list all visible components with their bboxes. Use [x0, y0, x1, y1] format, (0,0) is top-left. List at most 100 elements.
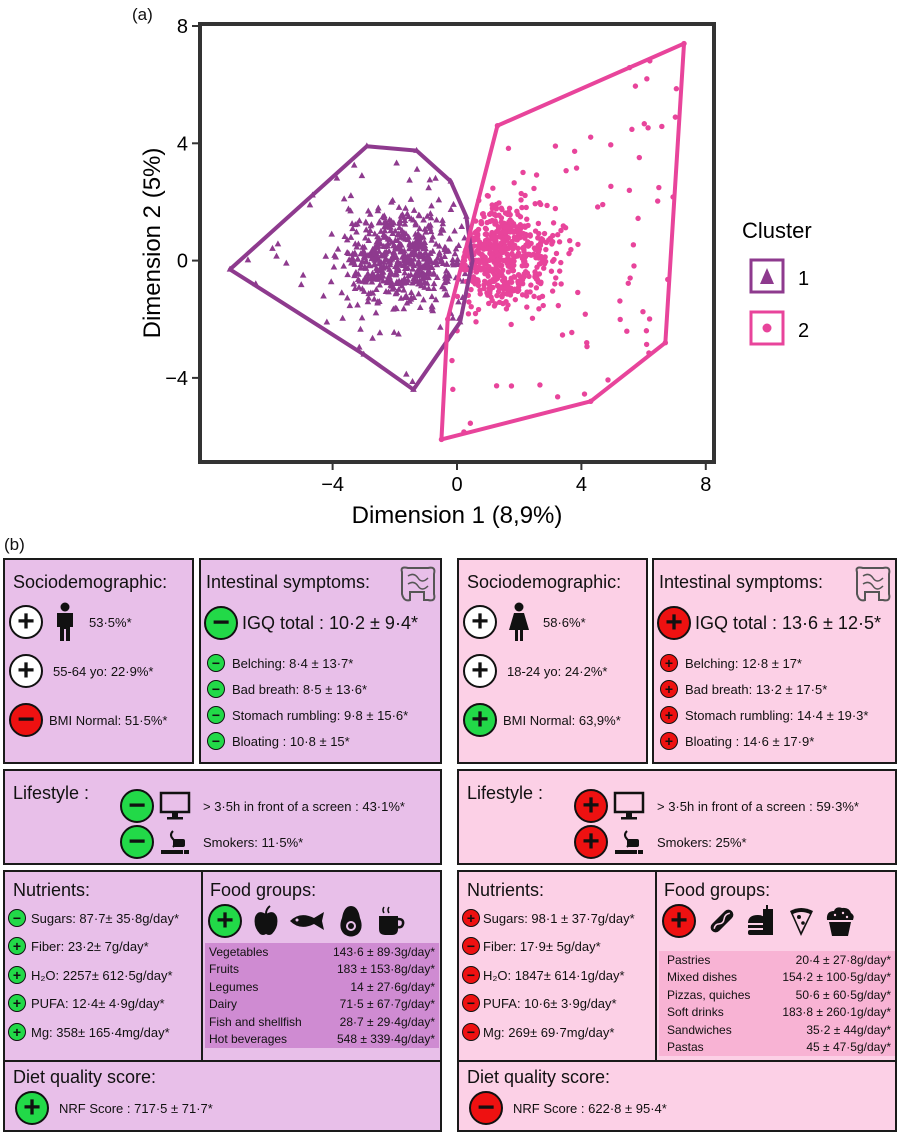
cluster-2-point: [508, 275, 514, 282]
c1-symptom-sign: −: [207, 680, 225, 698]
cluster-2-point: [558, 281, 564, 287]
cluster-2-point: [467, 420, 474, 426]
cluster-2-point: [625, 280, 631, 286]
cluster-2-point: [532, 200, 538, 207]
cluster-1-point: [362, 234, 369, 241]
cluster-1-point: [351, 284, 359, 291]
cluster-2-point: [512, 296, 519, 303]
cluster-2-point: [569, 329, 575, 336]
c1-nutrient-sign: +: [8, 994, 26, 1012]
c2-socio-sex-row: + 58·6%*: [463, 602, 586, 642]
c1-nutrient-text: Fiber: 23·2± 7g/day*: [31, 938, 149, 954]
cluster-2-point: [594, 204, 601, 210]
cluster-2-point: [478, 218, 484, 225]
x-axis-label: Dimension 1 (8,9%): [352, 502, 563, 529]
cluster-1-point: [415, 237, 423, 244]
cluster-1-point: [357, 264, 364, 271]
cluster-1-point: [382, 256, 390, 263]
cluster-1-point: [365, 294, 372, 301]
c1-diet-title: Diet quality score:: [13, 1067, 157, 1087]
cluster-1-point: [373, 286, 380, 293]
food-name: Fruits: [209, 962, 239, 977]
cluster-2-point: [487, 247, 493, 254]
cluster-1-point: [453, 260, 461, 267]
cluster-2-point: [468, 286, 474, 293]
table-row: Soft drinks 183·8 ± 260·1g/day*: [659, 1004, 895, 1022]
cluster-1-point: [404, 212, 412, 219]
cluster-1-point: [445, 247, 452, 254]
cluster-1-point: [408, 294, 415, 301]
cluster-1-point: [374, 299, 381, 306]
cluster-1-point: [451, 227, 458, 234]
table-row: Hot beverages 548 ± 339·4g/day*: [205, 1031, 439, 1049]
c2-intestinal-box: Intestinal symptoms: + IGQ total : 13·6 …: [652, 558, 897, 764]
c1-screen-row: − > 3·5h in front of a screen : 43·1%*: [120, 789, 405, 823]
cluster-1-point: [328, 230, 336, 237]
cluster-1-point: [338, 289, 346, 296]
food-value: 183·8 ± 260·1g/day*: [782, 1005, 891, 1020]
cluster-1-point: [322, 252, 330, 259]
y-tick-label: 0: [177, 251, 188, 273]
cluster-1-point: [357, 261, 365, 268]
cluster-1-point: [384, 242, 391, 249]
c2-symptom-sign: +: [660, 732, 678, 750]
cluster-1-point: [366, 227, 374, 234]
cluster-1-point: [348, 220, 356, 227]
cluster-2-point: [525, 222, 531, 229]
cluster-2-point: [477, 260, 483, 266]
cluster-1-point: [401, 275, 408, 282]
c1-nutrient-text: Mg: 358± 165·4mg/day*: [31, 1024, 170, 1040]
c1-symptom-row: − Bad breath: 8·5 ± 13·6*: [207, 680, 367, 698]
cluster-1-point: [365, 230, 373, 237]
cluster-2-point: [485, 239, 492, 245]
cluster-2-point: [581, 391, 588, 397]
table-row: Dairy 71·5 ± 67·7g/day*: [205, 996, 439, 1014]
cluster-2-point: [512, 235, 518, 241]
cluster-2-point: [492, 272, 498, 278]
cluster-2-point: [532, 274, 538, 280]
cluster-1-point: [452, 245, 460, 252]
burger-soda-icon: [748, 905, 773, 935]
cluster-2-point: [519, 292, 526, 298]
cluster-1-point: [401, 269, 408, 276]
cluster-2-point: [536, 230, 542, 237]
cluster-1-point: [432, 174, 439, 181]
cluster-1-point: [442, 291, 449, 298]
cluster-1-point: [446, 235, 453, 242]
c2-nutrient-text: Sugars: 98·1 ± 37·7g/day*: [483, 910, 635, 926]
c2-socio-age-row: + 18-24 yo: 24·2%*: [463, 654, 607, 688]
cluster-1-point: [421, 225, 429, 232]
cluster-1-point: [422, 259, 430, 266]
cluster-1-point: [361, 249, 368, 256]
cluster-2-point: [473, 319, 479, 325]
cluster-2-point: [643, 341, 650, 348]
c1-socio-age-row: + 55-64 yo: 22·9%*: [9, 654, 153, 688]
c1-nutrient-text: Sugars: 87·7± 35·8g/day*: [31, 910, 180, 926]
cluster-1-point: [390, 253, 398, 260]
cluster-1-point: [437, 323, 444, 330]
x-tick-label: 4: [576, 474, 587, 496]
cluster-1-point: [395, 277, 403, 284]
cluster-1-point: [346, 302, 354, 309]
cluster-1-point: [428, 202, 435, 209]
cluster-1-point: [398, 226, 406, 233]
cluster-2-point: [535, 220, 542, 227]
cluster-1-point: [332, 253, 340, 260]
c2-igq-total: IGQ total : 13·6 ± 12·5*: [695, 612, 881, 633]
cluster-1-point: [369, 289, 377, 296]
c2-symptom-sign: +: [660, 706, 678, 724]
cluster-2-point: [488, 254, 495, 260]
cluster-1-point: [433, 274, 441, 281]
cluster-2-point: [528, 252, 534, 258]
cluster-1-point: [364, 298, 372, 305]
cluster-1-point: [351, 270, 359, 277]
cluster-1-point: [432, 240, 440, 247]
cluster-2-point: [521, 271, 527, 277]
cluster-2-point: [514, 208, 520, 214]
y-tick-label: 4: [177, 133, 188, 155]
cluster-2-point: [518, 190, 524, 197]
cluster-1-point: [368, 273, 375, 280]
cluster-2-point: [491, 303, 498, 309]
cluster-2-point: [510, 229, 517, 235]
cluster-2-point: [509, 245, 516, 252]
